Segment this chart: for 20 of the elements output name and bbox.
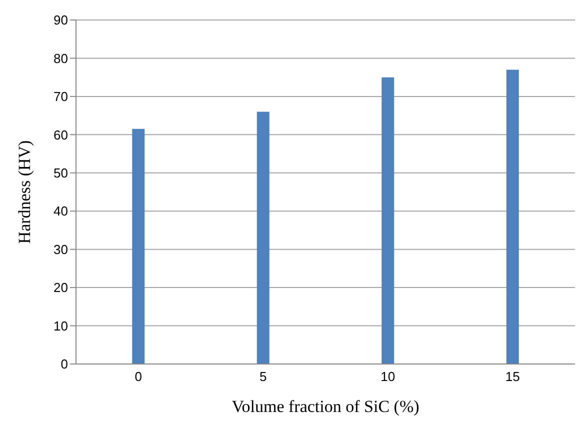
- x-tick-label: 5: [260, 369, 267, 384]
- bar: [132, 128, 145, 364]
- y-tick-label: 10: [54, 318, 68, 334]
- x-axis-title: Volume fraction of SiC (%): [232, 397, 420, 416]
- y-tick-label: 0: [60, 356, 68, 372]
- bar: [256, 112, 270, 364]
- y-tick-label: 80: [54, 50, 68, 66]
- y-axis-title: Hardness (HV): [15, 140, 34, 244]
- bar: [382, 77, 394, 364]
- x-tick-label: 10: [380, 369, 396, 384]
- y-tick-label: 50: [54, 166, 68, 181]
- x-tick-label: 0: [134, 369, 142, 384]
- y-tick-label: 30: [54, 242, 68, 257]
- y-tick-label: 70: [54, 89, 68, 104]
- y-tick-label: 90: [54, 12, 68, 28]
- y-tick-label: 40: [54, 204, 68, 219]
- x-tick-label: 15: [505, 369, 520, 384]
- bar: [506, 70, 519, 364]
- y-tick-label: 60: [54, 127, 68, 142]
- y-tick-label: 20: [54, 280, 68, 296]
